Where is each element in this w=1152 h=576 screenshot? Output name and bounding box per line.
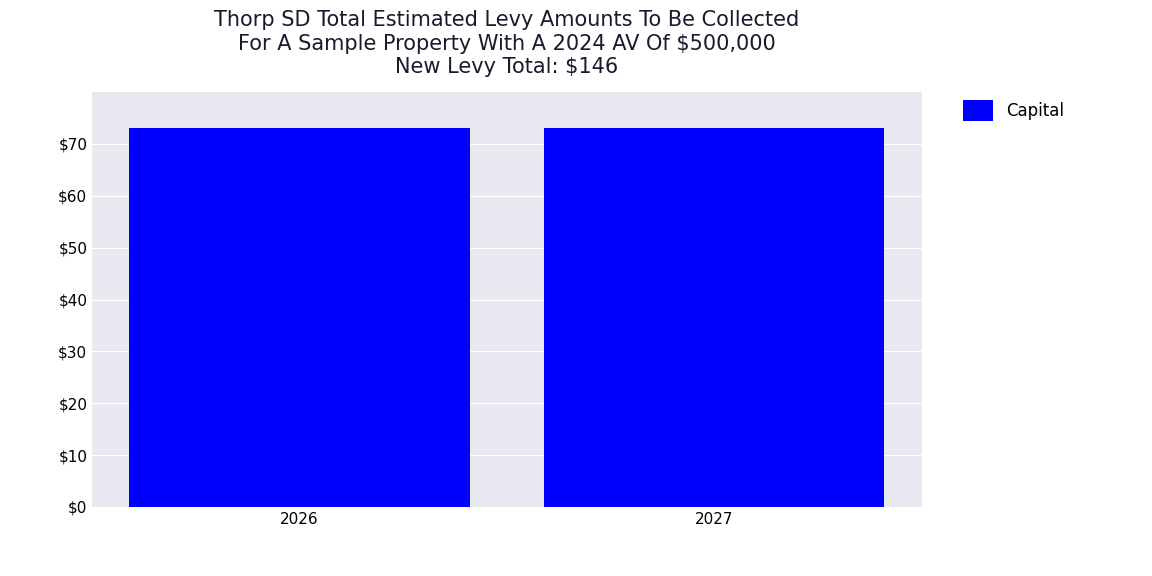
Bar: [544, 128, 885, 507]
Title: Thorp SD Total Estimated Levy Amounts To Be Collected
For A Sample Property With: Thorp SD Total Estimated Levy Amounts To…: [214, 10, 799, 77]
Legend: Capital: Capital: [963, 100, 1064, 121]
Bar: [129, 128, 470, 507]
